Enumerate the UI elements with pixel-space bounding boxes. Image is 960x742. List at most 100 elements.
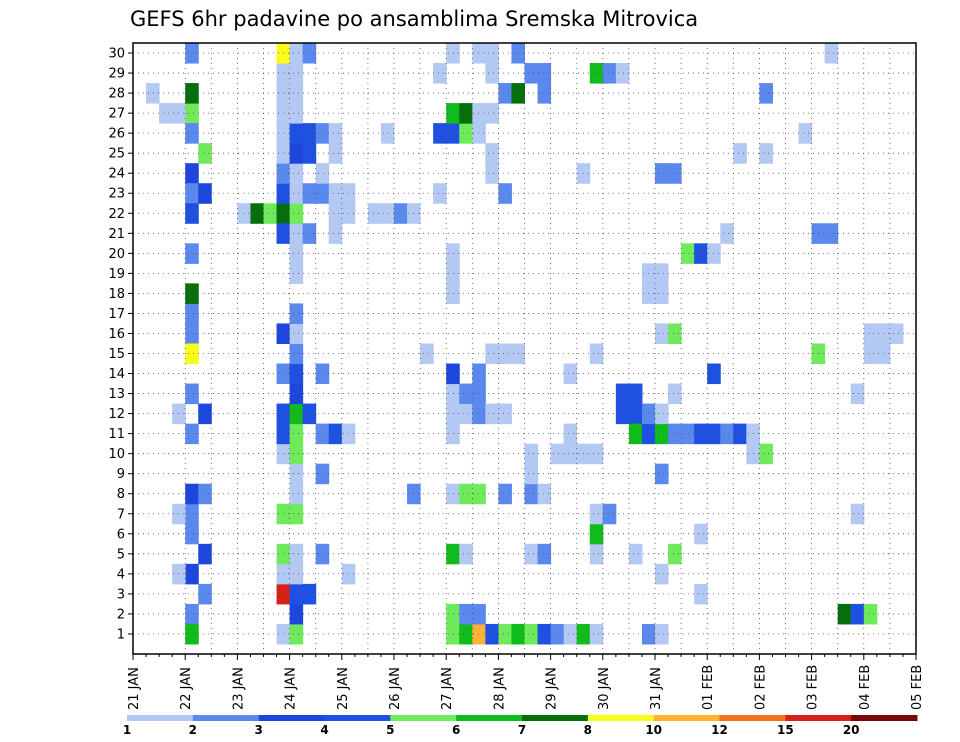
y-tick-label: 1 xyxy=(117,627,125,642)
heatmap-cell xyxy=(537,63,552,84)
heatmap-cell xyxy=(524,623,539,645)
heatmap-cell xyxy=(655,423,669,445)
color-legend: 1 2 3 4 5 6 7 8 10 12 15 20 xyxy=(123,715,918,737)
heatmap-cell xyxy=(146,83,160,104)
heatmap-cell xyxy=(289,123,304,144)
heatmap-cell xyxy=(459,603,473,625)
heatmap-cell xyxy=(328,143,343,164)
heatmap-cell xyxy=(394,203,408,224)
heatmap-cell xyxy=(185,283,199,304)
y-tick-label: 12 xyxy=(108,407,125,422)
heatmap-cell xyxy=(498,183,512,204)
heatmap-cell xyxy=(289,183,304,204)
heatmap-cell xyxy=(289,483,304,505)
heatmap-cell xyxy=(289,563,304,585)
heatmap-cell xyxy=(302,403,317,425)
heatmap-cell xyxy=(720,223,734,244)
heatmap-cell xyxy=(837,603,852,625)
y-tick-label: 13 xyxy=(108,387,125,402)
legend-swatch xyxy=(324,715,391,721)
heatmap-cell xyxy=(315,363,330,385)
heatmap-cell xyxy=(472,43,486,64)
heatmap-cell xyxy=(289,323,304,344)
heatmap-cell xyxy=(302,183,317,204)
heatmap-cell xyxy=(863,323,878,344)
heatmap-cell xyxy=(289,143,304,164)
heatmap-cell xyxy=(289,503,304,525)
y-tick-label: 5 xyxy=(117,547,125,562)
heatmap-cell xyxy=(420,343,434,365)
heatmap-cell xyxy=(694,423,708,445)
heatmap-cell xyxy=(185,243,199,264)
x-tick-label: 02 FEB xyxy=(753,665,768,710)
legend-swatch xyxy=(785,715,852,721)
heatmap-cell xyxy=(289,203,304,224)
heatmap-cell xyxy=(589,503,604,525)
y-tick-label: 19 xyxy=(108,267,125,282)
heatmap-cell xyxy=(759,83,773,104)
heatmap-cell xyxy=(433,63,447,84)
heatmap-cell xyxy=(315,423,330,445)
heatmap-cell xyxy=(824,43,839,64)
y-tick-label: 30 xyxy=(108,47,125,62)
y-tick-label: 11 xyxy=(108,427,125,442)
heatmap-cell xyxy=(263,203,278,224)
x-tick-label: 25 JAN xyxy=(336,667,351,710)
heatmap-cell xyxy=(198,583,212,605)
heatmap-cell xyxy=(289,443,304,465)
y-tick-label: 8 xyxy=(117,487,125,502)
heatmap-cell xyxy=(668,543,682,565)
heatmap-cell xyxy=(289,243,304,264)
heatmap-cell xyxy=(446,603,460,625)
heatmap-cell xyxy=(485,63,499,84)
heatmap-cell xyxy=(655,403,669,425)
legend-swatch xyxy=(587,715,655,721)
heatmap-cell xyxy=(328,203,343,224)
heatmap-cell xyxy=(289,63,304,84)
y-tick-label: 4 xyxy=(117,567,125,582)
heatmap-cell xyxy=(524,483,539,505)
y-tick-label: 25 xyxy=(108,147,125,162)
heatmap-cell xyxy=(185,503,199,525)
heatmap-cell xyxy=(185,323,199,344)
heatmap-cell xyxy=(433,123,447,144)
heatmap-cell xyxy=(302,583,317,605)
heatmap-cell xyxy=(759,143,773,164)
x-tick-label: 26 JAN xyxy=(388,667,403,710)
heatmap-cell xyxy=(655,463,669,485)
heatmap-cell xyxy=(289,363,304,385)
heatmap-cell xyxy=(655,163,669,184)
heatmap-cell xyxy=(185,183,199,204)
heatmap-cell xyxy=(498,483,512,505)
heatmap-cell xyxy=(889,323,904,344)
heatmap-cell xyxy=(446,363,460,385)
heatmap-cell xyxy=(472,103,486,124)
x-tick-label: 01 FEB xyxy=(701,665,716,710)
heatmap-cell xyxy=(446,123,460,144)
heatmap-cell xyxy=(446,283,460,304)
heatmap-cell xyxy=(185,383,199,405)
heatmap-cell xyxy=(185,423,199,445)
heatmap-cell xyxy=(328,423,343,445)
heatmap-cell xyxy=(615,63,630,84)
heatmap-cell xyxy=(733,143,747,164)
legend-label: 10 xyxy=(645,723,662,737)
heatmap-cell xyxy=(185,83,199,104)
heatmap-cell xyxy=(459,483,473,505)
legend-swatch xyxy=(719,715,786,721)
heatmap-cell xyxy=(446,243,460,264)
heatmap-cell xyxy=(550,623,565,645)
heatmap-cell xyxy=(289,403,304,425)
heatmap-cell xyxy=(472,403,486,425)
heatmap-cell xyxy=(185,523,199,545)
heatmap-cell xyxy=(615,383,630,405)
legend-swatch xyxy=(390,715,457,721)
y-tick-label: 10 xyxy=(108,447,125,462)
x-tick-label: 29 JAN xyxy=(545,667,560,710)
x-tick-label: 31 JAN xyxy=(649,667,664,710)
heatmap-cell xyxy=(563,423,578,445)
heatmap-cell xyxy=(459,103,473,124)
legend-swatch xyxy=(851,715,918,721)
heatmap-cell xyxy=(524,63,539,84)
heatmap-cell xyxy=(446,263,460,284)
